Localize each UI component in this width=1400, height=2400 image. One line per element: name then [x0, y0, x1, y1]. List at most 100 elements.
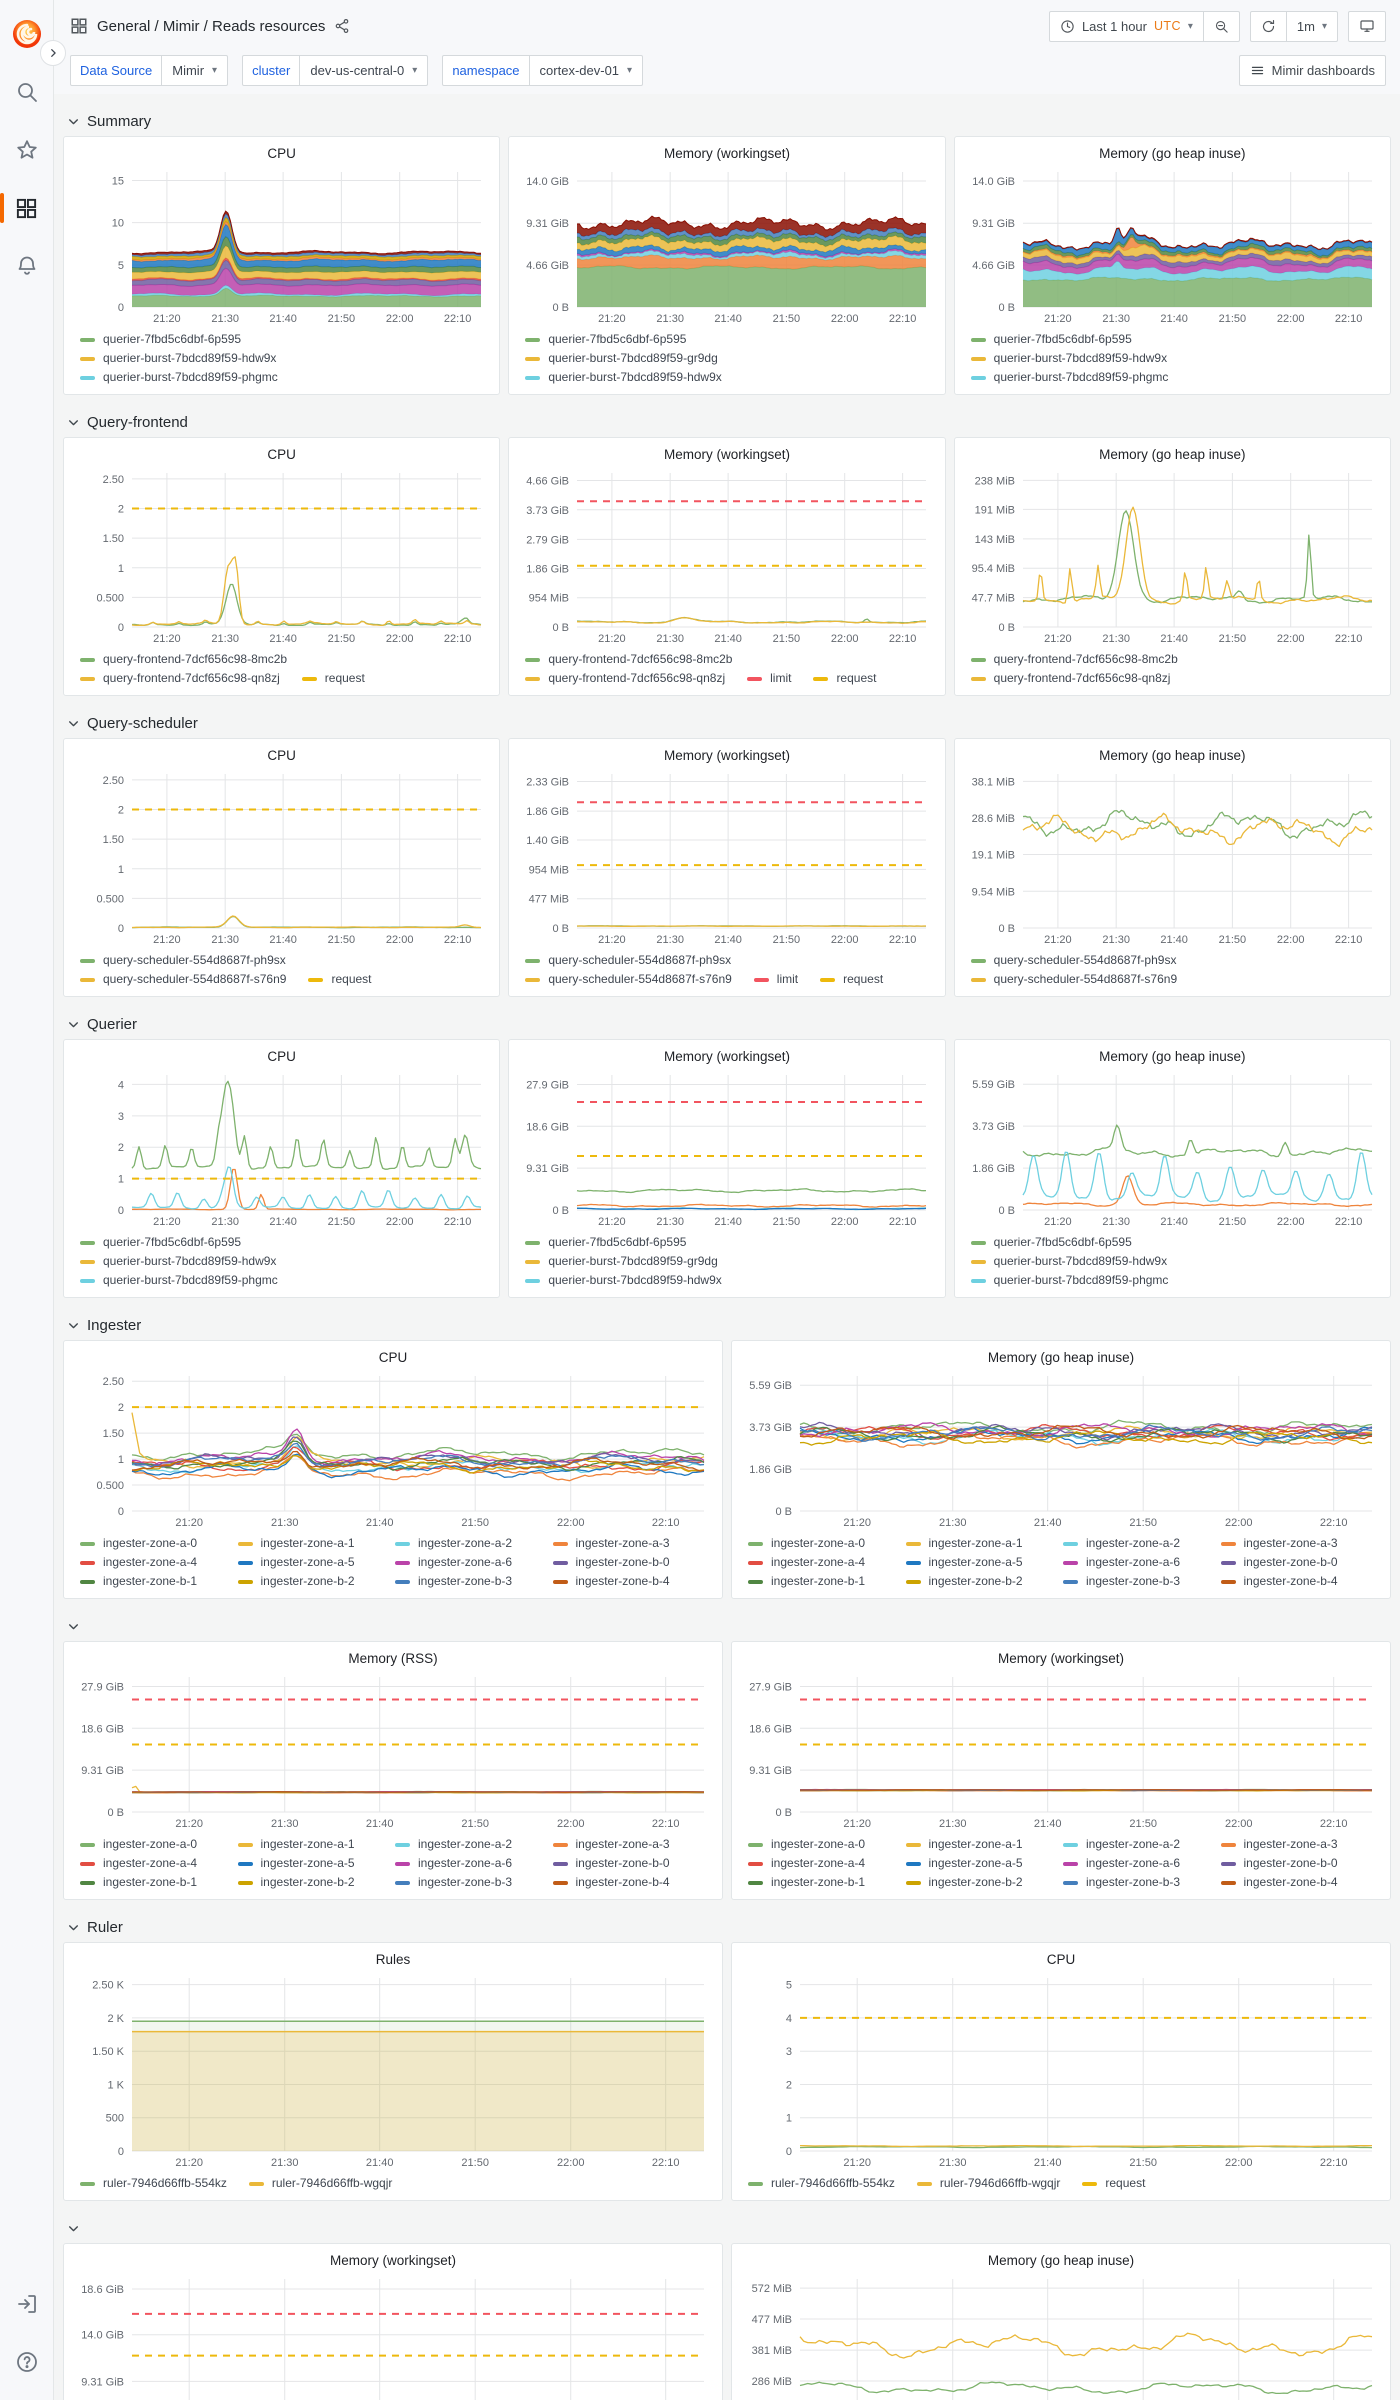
legend-item-ingester-zone-b-1[interactable]: ingester-zone-b-1 [80, 1873, 238, 1892]
panel-title[interactable]: Memory (workingset) [997, 1651, 1125, 1666]
legend-item-ingester-zone-b-2[interactable]: ingester-zone-b-2 [905, 1572, 1064, 1591]
legend-item-ingester-zone-b-0[interactable]: ingester-zone-b-0 [1220, 1553, 1379, 1572]
legend-item-ingester-zone-b-3[interactable]: ingester-zone-b-3 [395, 1572, 553, 1591]
legend-item-querier-burst-7bdcd89f59-hdw9x[interactable]: querier-burst-7bdcd89f59-hdw9x [970, 349, 1167, 368]
legend-item-ingester-zone-a-0[interactable]: ingester-zone-a-0 [748, 1835, 906, 1854]
legend-item-query-scheduler-554d8687f-ph9sx[interactable]: query-scheduler-554d8687f-ph9sx [525, 951, 731, 970]
legend-item-querier-burst-7bdcd89f59-phgmc[interactable]: querier-burst-7bdcd89f59-phgmc [80, 1271, 278, 1290]
legend-item-ingester-zone-a-3[interactable]: ingester-zone-a-3 [1220, 1835, 1379, 1854]
legend-item-ingester-zone-a-6[interactable]: ingester-zone-a-6 [1063, 1854, 1221, 1873]
panel-title[interactable]: Memory (workingset) [329, 2253, 457, 2268]
panel-title[interactable]: Memory (go heap inuse) [1099, 146, 1246, 161]
legend-item-querier-burst-7bdcd89f59-phgmc[interactable]: querier-burst-7bdcd89f59-phgmc [970, 368, 1168, 387]
legend-item-ingester-zone-a-1[interactable]: ingester-zone-a-1 [905, 1835, 1064, 1854]
legend-item-ruler-7946d66ffb-554kz[interactable]: ruler-7946d66ffb-554kz [80, 2174, 227, 2193]
panel-title[interactable]: Rules [375, 1952, 411, 1967]
namespace-select[interactable]: cortex-dev-01 ▾ [528, 54, 644, 86]
panel-title[interactable]: CPU [267, 1049, 296, 1064]
panel-title[interactable]: CPU [378, 1350, 408, 1365]
legend-item-ingester-zone-a-3[interactable]: ingester-zone-a-3 [552, 1534, 711, 1553]
legend-item-querier-burst-7bdcd89f59-gr9dg[interactable]: querier-burst-7bdcd89f59-gr9dg [525, 349, 718, 368]
mimir-dashboards-button[interactable]: Mimir dashboards [1238, 54, 1386, 86]
legend-item-ingester-zone-b-4[interactable]: ingester-zone-b-4 [552, 1873, 711, 1892]
share-icon[interactable] [334, 18, 350, 34]
grafana-logo[interactable] [8, 12, 46, 56]
legend-item-querier-7fbd5c6dbf-6p595[interactable]: querier-7fbd5c6dbf-6p595 [80, 1233, 241, 1252]
legend-item-limit[interactable]: limit [747, 669, 791, 688]
panel-title[interactable]: CPU [267, 447, 296, 462]
legend-item-ingester-zone-b-2[interactable]: ingester-zone-b-2 [905, 1873, 1064, 1892]
dashboards-icon[interactable] [0, 186, 46, 230]
legend-item-querier-7fbd5c6dbf-6p595[interactable]: querier-7fbd5c6dbf-6p595 [970, 330, 1132, 349]
sidebar-expand-button[interactable] [40, 40, 66, 66]
legend-item-querier-burst-7bdcd89f59-hdw9x[interactable]: querier-burst-7bdcd89f59-hdw9x [525, 1271, 722, 1290]
legend-item-query-frontend-7dcf656c98-8mc2b[interactable]: query-frontend-7dcf656c98-8mc2b [970, 650, 1178, 669]
legend-item-querier-7fbd5c6dbf-6p595[interactable]: querier-7fbd5c6dbf-6p595 [970, 1233, 1132, 1252]
legend-item-ingester-zone-a-5[interactable]: ingester-zone-a-5 [237, 1553, 396, 1572]
starred-dashboards-icon[interactable] [8, 128, 46, 172]
legend-item-ingester-zone-b-2[interactable]: ingester-zone-b-2 [237, 1873, 396, 1892]
legend-item-querier-burst-7bdcd89f59-hdw9x[interactable]: querier-burst-7bdcd89f59-hdw9x [525, 368, 722, 387]
row-header-ruler[interactable]: Ruler [67, 1916, 1391, 1938]
cluster-select[interactable]: dev-us-central-0 ▾ [299, 54, 429, 86]
datasource-select[interactable]: Mimir ▾ [161, 54, 229, 86]
panel-title[interactable]: Memory (workingset) [663, 1049, 790, 1064]
legend-item-ingester-zone-a-6[interactable]: ingester-zone-a-6 [395, 1553, 553, 1572]
legend-item-query-scheduler-554d8687f-ph9sx[interactable]: query-scheduler-554d8687f-ph9sx [80, 951, 286, 970]
legend-item-ruler-7946d66ffb-wgqjr[interactable]: ruler-7946d66ffb-wgqjr [248, 2174, 392, 2193]
row-header-untitled[interactable] [67, 2217, 1391, 2239]
legend-item-querier-burst-7bdcd89f59-hdw9x[interactable]: querier-burst-7bdcd89f59-hdw9x [970, 1252, 1167, 1271]
legend-item-ingester-zone-b-3[interactable]: ingester-zone-b-3 [395, 1873, 553, 1892]
legend-item-ingester-zone-a-2[interactable]: ingester-zone-a-2 [1063, 1534, 1221, 1553]
row-header-querier[interactable]: Querier [67, 1013, 1391, 1035]
legend-item-ingester-zone-a-1[interactable]: ingester-zone-a-1 [237, 1835, 396, 1854]
row-header-summary[interactable]: Summary [67, 110, 1391, 132]
legend-item-ruler-7946d66ffb-554kz[interactable]: ruler-7946d66ffb-554kz [748, 2174, 895, 2193]
legend-item-ingester-zone-b-3[interactable]: ingester-zone-b-3 [1063, 1572, 1221, 1591]
legend-item-ingester-zone-a-3[interactable]: ingester-zone-a-3 [1220, 1534, 1379, 1553]
legend-item-ingester-zone-a-0[interactable]: ingester-zone-a-0 [80, 1534, 238, 1553]
legend-item-query-scheduler-554d8687f-s76n9[interactable]: query-scheduler-554d8687f-s76n9 [970, 970, 1177, 989]
panel-title[interactable]: CPU [1046, 1952, 1076, 1967]
alerting-icon[interactable] [8, 244, 46, 288]
legend-item-ingester-zone-b-0[interactable]: ingester-zone-b-0 [552, 1553, 711, 1572]
panel-title[interactable]: Memory (go heap inuse) [987, 2253, 1135, 2268]
help-icon[interactable] [8, 2340, 46, 2384]
row-header-query-scheduler[interactable]: Query-scheduler [67, 712, 1391, 734]
legend-item-ingester-zone-b-2[interactable]: ingester-zone-b-2 [237, 1572, 396, 1591]
legend-item-query-frontend-7dcf656c98-qn8zj[interactable]: query-frontend-7dcf656c98-qn8zj [970, 669, 1170, 688]
legend-item-ingester-zone-a-4[interactable]: ingester-zone-a-4 [80, 1553, 238, 1572]
legend-item-ruler-7946d66ffb-wgqjr[interactable]: ruler-7946d66ffb-wgqjr [916, 2174, 1060, 2193]
legend-item-ingester-zone-a-2[interactable]: ingester-zone-a-2 [1063, 1835, 1221, 1854]
legend-item-querier-7fbd5c6dbf-6p595[interactable]: querier-7fbd5c6dbf-6p595 [525, 330, 686, 349]
legend-item-ingester-zone-a-6[interactable]: ingester-zone-a-6 [1063, 1553, 1221, 1572]
legend-item-request[interactable]: request [813, 669, 876, 688]
zoom-out-button[interactable] [1202, 10, 1240, 42]
row-header-untitled[interactable] [67, 1615, 1391, 1637]
legend-item-querier-7fbd5c6dbf-6p595[interactable]: querier-7fbd5c6dbf-6p595 [80, 330, 241, 349]
legend-item-querier-burst-7bdcd89f59-phgmc[interactable]: querier-burst-7bdcd89f59-phgmc [970, 1271, 1168, 1290]
legend-item-ingester-zone-b-0[interactable]: ingester-zone-b-0 [552, 1854, 711, 1873]
legend-item-ingester-zone-a-0[interactable]: ingester-zone-a-0 [80, 1835, 238, 1854]
legend-item-request[interactable]: request [820, 970, 883, 989]
legend-item-ingester-zone-b-4[interactable]: ingester-zone-b-4 [552, 1572, 711, 1591]
panel-title[interactable]: Memory (workingset) [663, 447, 790, 462]
legend-item-ingester-zone-a-2[interactable]: ingester-zone-a-2 [395, 1534, 553, 1553]
time-range-picker[interactable]: Last 1 hour UTC ▾ [1048, 10, 1204, 42]
row-header-query-frontend[interactable]: Query-frontend [67, 411, 1391, 433]
legend-item-ingester-zone-a-1[interactable]: ingester-zone-a-1 [237, 1534, 396, 1553]
legend-item-ingester-zone-a-4[interactable]: ingester-zone-a-4 [748, 1854, 906, 1873]
legend-item-query-scheduler-554d8687f-s76n9[interactable]: query-scheduler-554d8687f-s76n9 [525, 970, 732, 989]
legend-item-limit[interactable]: limit [753, 970, 798, 989]
legend-item-query-frontend-7dcf656c98-8mc2b[interactable]: query-frontend-7dcf656c98-8mc2b [80, 650, 287, 669]
legend-item-ingester-zone-a-4[interactable]: ingester-zone-a-4 [748, 1553, 906, 1572]
legend-item-ingester-zone-a-0[interactable]: ingester-zone-a-0 [748, 1534, 906, 1553]
legend-item-ingester-zone-b-4[interactable]: ingester-zone-b-4 [1220, 1873, 1379, 1892]
panel-title[interactable]: Memory (workingset) [663, 146, 790, 161]
legend-item-ingester-zone-a-5[interactable]: ingester-zone-a-5 [905, 1854, 1064, 1873]
legend-item-ingester-zone-b-1[interactable]: ingester-zone-b-1 [80, 1572, 238, 1591]
legend-item-query-frontend-7dcf656c98-8mc2b[interactable]: query-frontend-7dcf656c98-8mc2b [525, 650, 732, 669]
panel-title[interactable]: Memory (go heap inuse) [987, 1350, 1135, 1365]
legend-item-ingester-zone-a-2[interactable]: ingester-zone-a-2 [395, 1835, 553, 1854]
legend-item-ingester-zone-a-3[interactable]: ingester-zone-a-3 [552, 1835, 711, 1854]
